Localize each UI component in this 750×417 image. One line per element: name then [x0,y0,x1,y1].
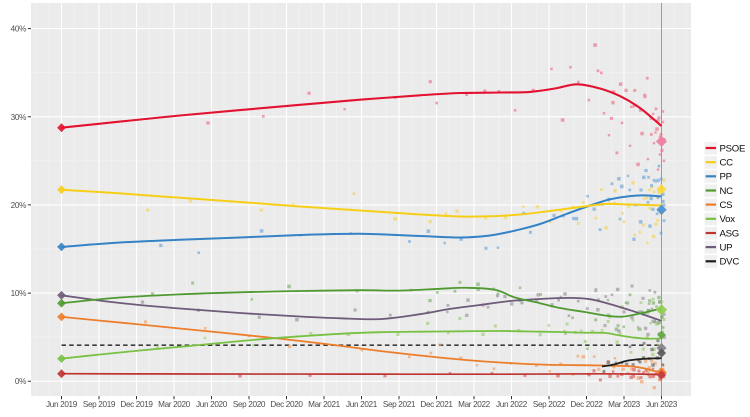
svg-text:Sep 2020: Sep 2020 [233,400,266,409]
svg-text:Dec 2021: Dec 2021 [420,400,453,409]
svg-text:40%: 40% [11,25,26,34]
svg-text:Sep 2022: Sep 2022 [533,400,566,409]
svg-text:Mar 2023: Mar 2023 [608,400,641,409]
svg-text:Jun 2019: Jun 2019 [46,400,78,409]
svg-text:Jun 2022: Jun 2022 [496,400,528,409]
svg-text:Jun 2021: Jun 2021 [346,400,378,409]
svg-text:Mar 2020: Mar 2020 [158,400,191,409]
svg-text:CS: CS [720,200,733,211]
svg-text:30%: 30% [11,113,26,122]
svg-text:Mar 2021: Mar 2021 [308,400,341,409]
svg-text:NC: NC [720,186,734,197]
svg-text:ASG: ASG [720,228,740,239]
svg-text:Dec 2020: Dec 2020 [270,400,303,409]
svg-text:PP: PP [720,172,732,183]
svg-text:Mar 2022: Mar 2022 [458,400,491,409]
svg-text:Vox: Vox [720,214,736,225]
svg-text:Sep 2021: Sep 2021 [383,400,416,409]
svg-text:20%: 20% [11,201,26,210]
svg-text:DVC: DVC [720,257,740,268]
svg-text:UP: UP [720,243,733,254]
svg-text:Sep 2019: Sep 2019 [83,400,116,409]
svg-text:Dec 2022: Dec 2022 [570,400,603,409]
svg-text:0%: 0% [15,377,26,386]
svg-text:PSOE: PSOE [720,143,746,154]
svg-text:Dec 2019: Dec 2019 [120,400,153,409]
svg-text:10%: 10% [11,289,26,298]
svg-text:CC: CC [720,158,734,169]
svg-text:Jun 2020: Jun 2020 [196,400,228,409]
svg-text:Jun 2023: Jun 2023 [646,400,678,409]
